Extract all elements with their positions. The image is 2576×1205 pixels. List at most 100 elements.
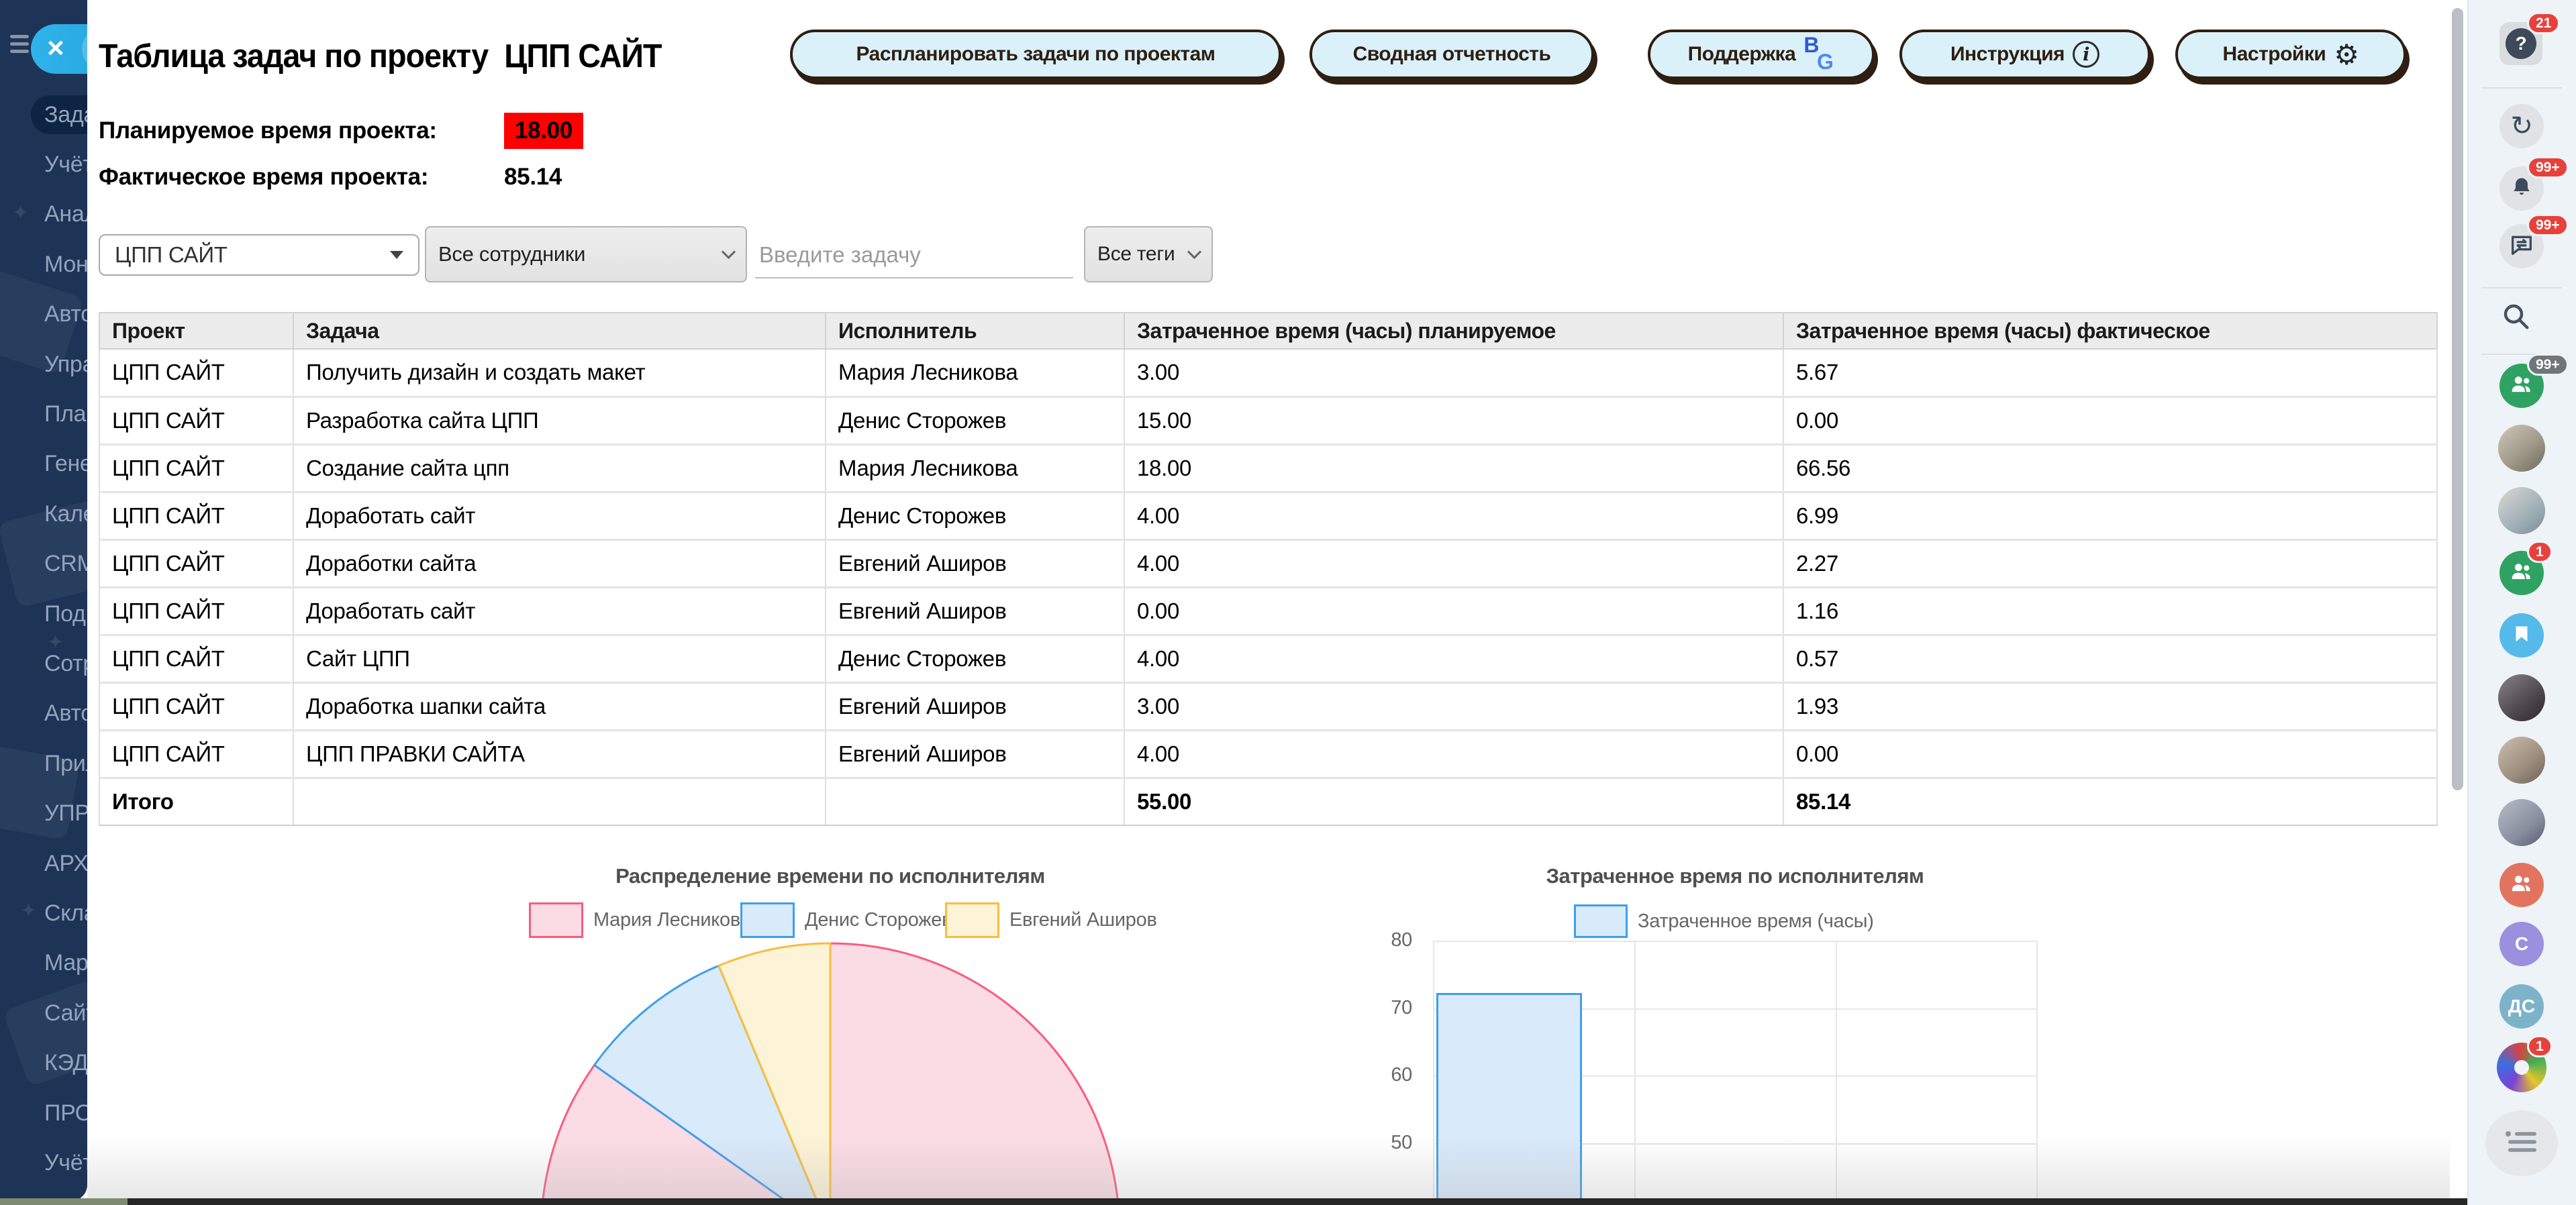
people-icon (2509, 372, 2534, 401)
table-cell: Создание сайта цпп (293, 444, 826, 492)
tags-select[interactable]: Все теги (1084, 226, 1213, 282)
table-row[interactable]: ЦПП САЙТСайт ЦППДенис Сторожев4.000.57 (99, 635, 2437, 682)
bookmark-icon (2510, 623, 2533, 649)
table-cell: 1.93 (1783, 682, 2437, 730)
close-icon: × (47, 32, 64, 65)
table-row[interactable]: ЦПП САЙТПолучить дизайн и создать макетМ… (99, 349, 2437, 397)
table-cell: Евгений Аширов (826, 682, 1124, 730)
sidebar-item-22[interactable]: Учёт (44, 1138, 87, 1188)
sidebar-item-14[interactable]: Прил (44, 739, 87, 788)
summary-report-label: Сводная отчетность (1353, 43, 1551, 66)
sidebar-item-13[interactable]: Авто (44, 689, 87, 739)
updates-button[interactable]: ↻ (2499, 104, 2544, 148)
group-chat-button[interactable] (2499, 863, 2544, 907)
contact-avatar[interactable] (2498, 425, 2545, 472)
avatar (2498, 487, 2545, 534)
table-row[interactable]: ЦПП САЙТСоздание сайта цппМария Лесников… (99, 444, 2437, 492)
hamburger-menu-icon[interactable] (10, 35, 29, 54)
instruction-button[interactable]: Инструкция i (1899, 30, 2150, 79)
table-row[interactable]: ЦПП САЙТДоработать сайтЕвгений Аширов0.0… (99, 587, 2437, 635)
table-cell: 0.57 (1783, 635, 2437, 682)
contact-avatar[interactable] (2498, 487, 2545, 534)
table-cell: Евгений Аширов (826, 587, 1124, 635)
sidebar-item-8[interactable]: Гене (44, 439, 87, 489)
table-cell: ЦПП САЙТ (99, 682, 293, 730)
table-cell: Денис Сторожев (826, 397, 1124, 444)
table-row[interactable]: ЦПП САЙТРазработка сайта ЦППДенис Сторож… (99, 397, 2437, 444)
sidebar-item-5[interactable]: Авто (44, 290, 87, 339)
bar-series-1[interactable] (1436, 993, 1582, 1200)
table-total-row[interactable]: Итого55.0085.14 (99, 778, 2437, 825)
sidebar-item-21[interactable]: ПРО (44, 1088, 87, 1138)
table-cell: ЦПП САЙТ (99, 730, 293, 778)
support-button[interactable]: Поддержка BG (1648, 30, 1875, 79)
table-cell: 2.27 (1783, 539, 2437, 587)
rail-menu-button[interactable] (2485, 1110, 2558, 1176)
contact-avatar[interactable] (2498, 737, 2545, 784)
legend-swatch (945, 902, 999, 938)
sidebar-item-7[interactable]: План (44, 389, 87, 439)
table-cell: Доработка шапки сайта (293, 682, 826, 730)
contact-avatar[interactable] (2498, 674, 2545, 721)
project-select[interactable]: ЦПП САЙТ (99, 234, 419, 276)
app-window: ✦ ✦ ✦ × ЗадаУчётАналМонАвтоУпраПланГенеК… (0, 0, 2576, 1205)
table-cell: 1.16 (1783, 587, 2437, 635)
notification-badge: 1 (2527, 541, 2553, 563)
project-select-value: ЦПП САЙТ (115, 242, 228, 268)
saved-messages-button[interactable] (2499, 613, 2544, 658)
pie-legend-item[interactable]: Денис Сторожев (740, 902, 952, 938)
table-cell: Евгений Аширов (826, 539, 1124, 587)
page-scrollbar[interactable] (2452, 8, 2463, 790)
sidebar-item-2[interactable]: Учёт (44, 140, 87, 189)
chevron-down-icon (722, 245, 736, 259)
sidebar-item-15[interactable]: УПРА (44, 789, 87, 839)
table-row[interactable]: ЦПП САЙТДоработка шапки сайтаЕвгений Аши… (99, 682, 2437, 730)
legend-label: Денис Сторожев (805, 909, 952, 931)
sidebar-item-10[interactable]: CRM (44, 539, 87, 589)
sidebar-item-1[interactable]: Зада (31, 95, 87, 134)
chat-sync-icon (2508, 231, 2535, 262)
plan-tasks-button[interactable]: Распланировать задачи по проектам (790, 30, 1281, 79)
legend-swatch (529, 902, 583, 938)
table-cell: Разработка сайта ЦПП (293, 397, 826, 444)
table-cell: 0.00 (1783, 397, 2437, 444)
pie-legend-item[interactable]: Мария Лесникова (529, 902, 750, 938)
sidebar-item-4[interactable]: Мон (44, 240, 87, 289)
planned-time-value: 18.00 (504, 113, 583, 149)
sidebar-decoration: ✦ (12, 201, 29, 225)
gridline (1433, 941, 1434, 1200)
sidebar-item-11[interactable]: Под (44, 589, 86, 639)
contact-avatar-initials[interactable]: C (2499, 922, 2544, 966)
task-search-input[interactable] (755, 233, 1073, 278)
sidebar-item-18[interactable]: Мар (44, 939, 87, 988)
sidebar-item-12[interactable]: Сотр (44, 639, 87, 688)
contact-avatar-initials[interactable]: ДС (2499, 984, 2544, 1029)
bar-legend: Затраченное время (часы) (1574, 904, 1874, 938)
table-row[interactable]: ЦПП САЙТЦПП ПРАВКИ САЙТАЕвгений Аширов4.… (99, 730, 2437, 778)
table-row[interactable]: ЦПП САЙТДоработать сайтДенис Сторожев4.0… (99, 492, 2437, 539)
settings-button[interactable]: Настройки ⚙ (2175, 30, 2406, 79)
search-button[interactable] (2499, 300, 2532, 335)
pie-legend-item[interactable]: Евгений Аширов (945, 902, 1157, 938)
table-row[interactable]: ЦПП САЙТДоработки сайтаЕвгений Аширов4.0… (99, 539, 2437, 587)
sidebar-item-9[interactable]: Кале (44, 489, 87, 539)
sidebar-item-16[interactable]: АРХИ (44, 839, 87, 888)
pie-chart[interactable] (539, 941, 1122, 1205)
sidebar-item-19[interactable]: Сайт (44, 988, 87, 1038)
avatar-initials: C (2499, 922, 2544, 966)
notification-badge: 21 (2527, 12, 2560, 34)
sidebar-decoration: ✦ (20, 899, 37, 923)
sidebar-item-20[interactable]: КЭД (44, 1039, 87, 1088)
table-cell: 0.00 (1124, 587, 1783, 635)
sidebar-item-6[interactable]: Упра (44, 339, 87, 389)
table-cell: 85.14 (1783, 778, 2437, 825)
table-cell: ЦПП САЙТ (99, 397, 293, 444)
summary-report-button[interactable]: Сводная отчетность (1309, 30, 1594, 79)
table-cell: Мария Лесникова (826, 444, 1124, 492)
employees-select[interactable]: Все сотрудники (425, 226, 747, 282)
sidebar: ✦ ✦ ✦ × ЗадаУчётАналМонАвтоУпраПланГенеК… (0, 0, 87, 1201)
sidebar-close-button[interactable]: × (31, 24, 87, 74)
sidebar-item-17[interactable]: Скла (44, 888, 87, 938)
contact-avatar[interactable] (2498, 799, 2545, 846)
sidebar-item-3[interactable]: Анал (44, 190, 87, 240)
